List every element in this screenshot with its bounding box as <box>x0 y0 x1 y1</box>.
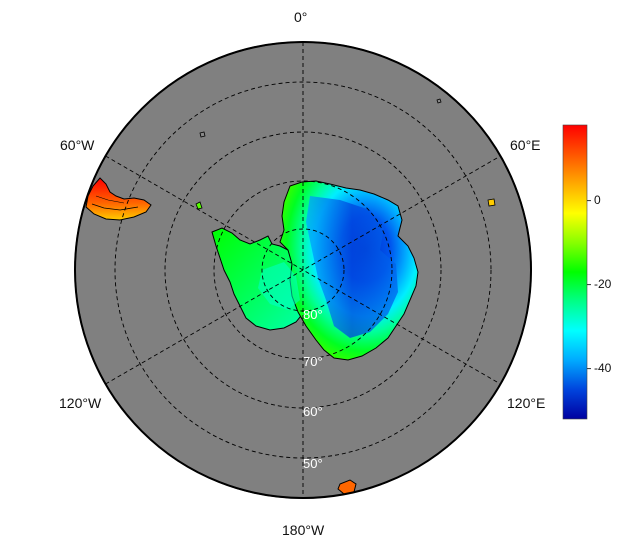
colorbar-tick-label: -20 <box>594 276 612 291</box>
map-border <box>74 41 532 499</box>
lat-label-80: 80° <box>303 307 323 322</box>
graticule <box>105 42 501 498</box>
lon-label-0: 0° <box>294 9 308 25</box>
south-america-contour <box>91 203 139 211</box>
lat-label-50: 50° <box>303 456 323 471</box>
colorbar <box>562 124 588 420</box>
colorbar-tick-label: -40 <box>594 360 612 375</box>
lat-label-60: 60° <box>303 404 323 419</box>
south-america-landmass <box>85 177 152 221</box>
colorbar-ticks <box>587 200 591 370</box>
sub-antarctic-island <box>516 164 521 169</box>
latitude-circle <box>164 131 442 409</box>
lon-label-120w: 120°W <box>59 395 102 411</box>
lon-label-180: 180°W <box>282 522 325 538</box>
latitude-circle <box>213 180 393 360</box>
south-america-contour <box>95 195 125 204</box>
colorbar-tick-label: 0 <box>594 192 601 207</box>
lon-label-60e: 60°E <box>510 137 541 153</box>
meridian-line <box>105 155 501 385</box>
sub-antarctic-island <box>487 198 496 207</box>
sub-antarctic-island <box>195 201 203 210</box>
lat-label-70: 70° <box>303 354 323 369</box>
sub-antarctic-island <box>436 98 442 104</box>
lon-label-120e: 120°E <box>507 395 546 411</box>
ice-shelf-band <box>258 262 300 310</box>
antarctica-interior-shading <box>306 196 398 338</box>
sub-antarctic-island <box>199 131 206 138</box>
lon-label-60w: 60°W <box>60 137 95 153</box>
